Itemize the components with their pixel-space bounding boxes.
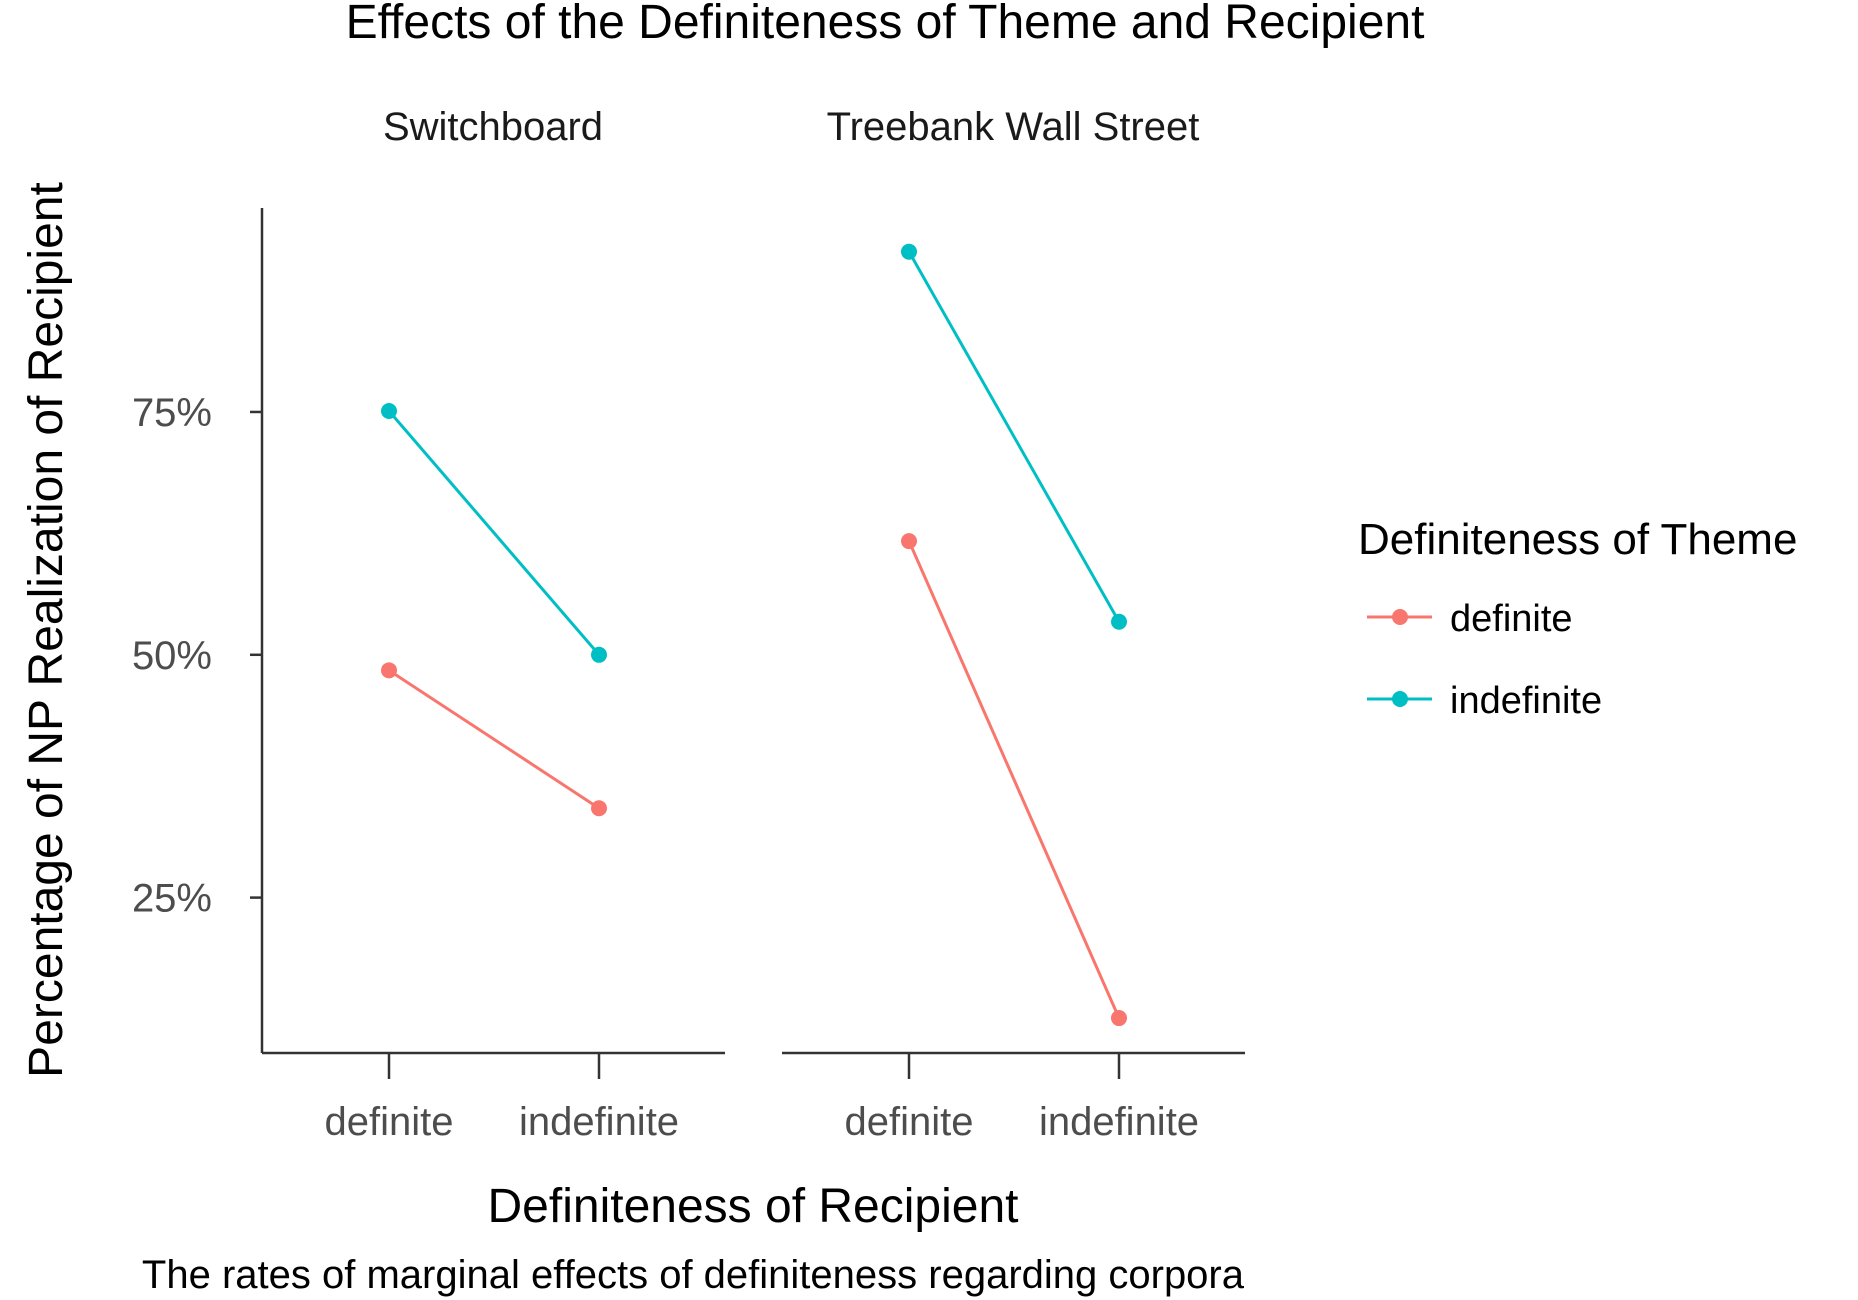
legend-label-indefinite: indefinite — [1450, 680, 1602, 722]
legend-key-point-definite — [1392, 609, 1408, 625]
y-tick-label: 50% — [132, 634, 212, 678]
legend-label-definite: definite — [1450, 598, 1573, 640]
data-point-definite — [1111, 1010, 1127, 1027]
data-point-definite — [901, 533, 917, 550]
legend-key-point-indefinite — [1392, 691, 1408, 707]
data-point-definite — [591, 800, 607, 817]
y-axis-label: Percentage of NP Realization of Recipien… — [20, 182, 73, 1078]
legend-keys — [1367, 609, 1432, 707]
series-line-definite — [907, 540, 1121, 1019]
series-line-definite — [388, 669, 600, 810]
y-tick-label: 75% — [132, 391, 212, 435]
data-point-indefinite — [1111, 613, 1127, 630]
data-point-indefinite — [591, 646, 607, 663]
legend-title: Definiteness of Theme — [1358, 515, 1797, 564]
legend: Definiteness of Theme definite indefinit… — [1358, 515, 1797, 722]
panel-switchboard: definite indefinite — [262, 402, 725, 1144]
data-point-indefinite — [901, 243, 917, 260]
x-tick-label: indefinite — [519, 1100, 679, 1144]
x-tick-label: definite — [845, 1100, 974, 1144]
panel-treebank: definite indefinite — [782, 243, 1245, 1144]
chart-title: Effects of the Definiteness of Theme and… — [346, 0, 1425, 49]
data-point-indefinite — [381, 402, 397, 419]
y-axis: 25% 50% 75% — [132, 208, 264, 1053]
panel-title-switchboard: Switchboard — [383, 105, 603, 149]
x-tick-label: indefinite — [1039, 1100, 1199, 1144]
series-line-indefinite — [907, 250, 1121, 623]
x-axis-label: Definiteness of Recipient — [488, 1180, 1019, 1233]
chart-caption: The rates of marginal effects of definit… — [142, 1253, 1245, 1297]
series-line-indefinite — [387, 410, 601, 656]
y-tick-label: 25% — [132, 877, 212, 921]
panel-title-treebank: Treebank Wall Street — [827, 105, 1200, 149]
x-tick-label: definite — [325, 1100, 454, 1144]
data-point-definite — [381, 662, 397, 679]
